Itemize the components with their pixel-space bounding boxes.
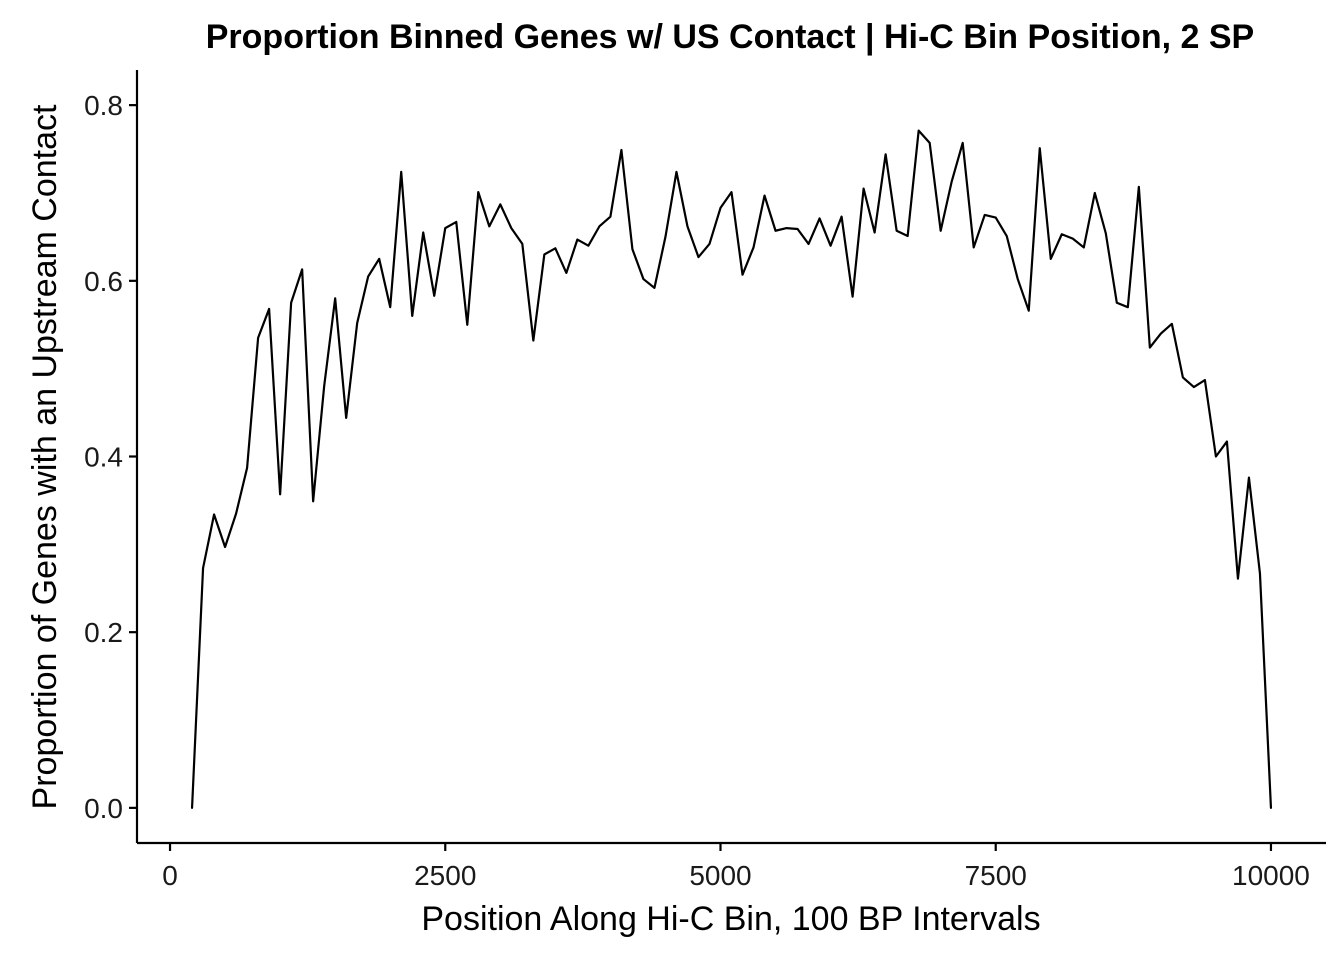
y-tick-label: 0.2 (84, 617, 123, 648)
x-axis-label: Position Along Hi-C Bin, 100 BP Interval… (421, 900, 1040, 938)
series-line (190, 129, 1273, 809)
x-tick-label: 5000 (689, 860, 751, 891)
chart-title: Proportion Binned Genes w/ US Contact | … (206, 18, 1254, 56)
y-tick-label: 0.4 (84, 442, 123, 473)
y-tick-label: 0.0 (84, 793, 123, 824)
x-tick-label: 0 (162, 860, 178, 891)
plot-area (190, 129, 1273, 809)
x-axis: 0 2500 5000 7500 10000 (137, 841, 1326, 891)
x-tick-label: 2500 (414, 860, 476, 891)
y-tick-label: 0.8 (84, 90, 123, 121)
y-axis-label: Proportion of Genes with an Upstream Con… (26, 104, 64, 809)
x-tick-label: 7500 (965, 860, 1027, 891)
y-tick-label: 0.6 (84, 266, 123, 297)
x-tick-label: 10000 (1232, 860, 1310, 891)
y-axis: 0.0 0.2 0.4 0.6 0.8 (84, 70, 139, 843)
